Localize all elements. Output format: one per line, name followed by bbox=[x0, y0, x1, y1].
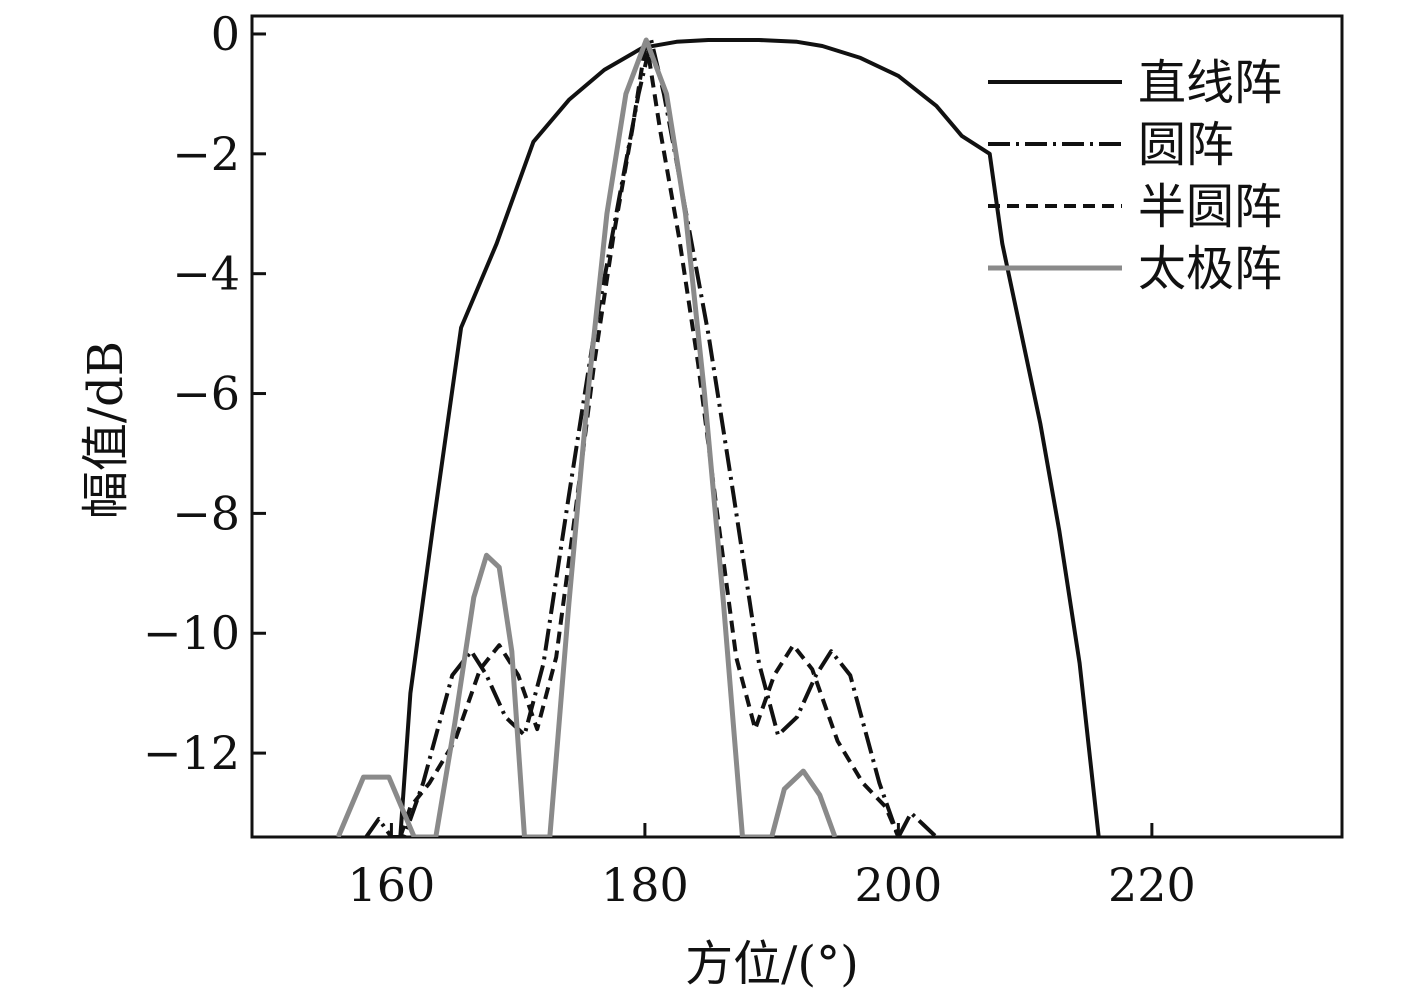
legend-label-0: 直线阵 bbox=[1138, 55, 1282, 111]
plot-frame bbox=[250, 14, 1344, 839]
y-tick-label: −6 bbox=[172, 367, 240, 421]
series-line-3 bbox=[335, 37, 838, 837]
legend-label-2: 半圆阵 bbox=[1138, 179, 1282, 235]
legend-label-3: 太极阵 bbox=[1138, 241, 1282, 297]
x-tick-label: 160 bbox=[348, 858, 436, 912]
legend-label-1: 圆阵 bbox=[1138, 117, 1234, 173]
x-tick-label: 180 bbox=[601, 858, 689, 912]
y-tick-label: −8 bbox=[172, 486, 240, 540]
series-line-0 bbox=[398, 38, 1101, 837]
y-axis: 0 −2 −4 −6 −8 −10 −12 bbox=[143, 7, 266, 780]
x-axis: 160 180 200 220 bbox=[348, 823, 1196, 912]
x-tick-label: 220 bbox=[1108, 858, 1196, 912]
y-tick-label: −10 bbox=[143, 606, 240, 660]
series-layer bbox=[335, 37, 1101, 837]
y-tick-label: −2 bbox=[172, 127, 240, 181]
y-axis-label: 幅值/dB bbox=[78, 341, 134, 519]
series-line-2 bbox=[398, 38, 901, 837]
y-tick-label: −12 bbox=[143, 726, 240, 780]
y-tick-label: −4 bbox=[172, 247, 240, 301]
series-line-1 bbox=[364, 38, 938, 837]
x-axis-label: 方位/(°) bbox=[685, 936, 859, 992]
x-tick-label: 200 bbox=[854, 858, 942, 912]
y-tick-label: 0 bbox=[211, 7, 240, 61]
